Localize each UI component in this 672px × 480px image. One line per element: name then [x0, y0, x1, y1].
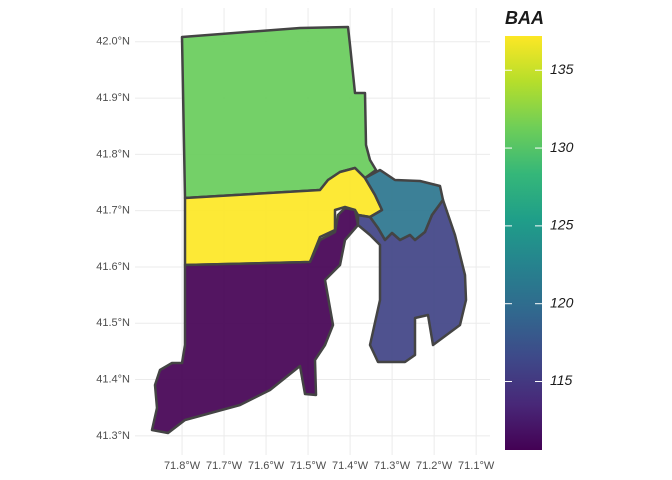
x-tick-label: 71.6°W: [248, 460, 285, 472]
colorbar: [505, 36, 542, 450]
y-tick-label: 41.6°N: [96, 261, 130, 273]
map: [150, 25, 468, 435]
y-tick-label: 41.5°N: [96, 317, 130, 329]
x-tick-label: 71.1°W: [458, 460, 495, 472]
x-tick-label: 71.3°W: [374, 460, 411, 472]
y-tick-label: 41.9°N: [96, 92, 130, 104]
legend-title: BAA: [505, 8, 544, 28]
x-tick-label: 71.2°W: [416, 460, 453, 472]
y-tick-label: 42.0°N: [96, 36, 130, 48]
region: [150, 206, 360, 435]
x-tick-label: 71.5°W: [290, 460, 327, 472]
legend-label: 135: [550, 61, 574, 77]
y-tick-label: 41.3°N: [96, 430, 130, 442]
x-tick-label: 71.7°W: [206, 460, 243, 472]
region: [356, 198, 468, 364]
legend-label: 115: [550, 372, 573, 388]
x-tick-label: 71.4°W: [332, 460, 369, 472]
legend-label: 125: [550, 217, 574, 233]
legend-label: 120: [550, 294, 574, 310]
y-tick-label: 41.7°N: [96, 205, 130, 217]
y-tick-label: 41.4°N: [96, 373, 130, 385]
y-tick-label: 41.8°N: [96, 148, 130, 160]
legend-label: 130: [550, 139, 574, 155]
x-tick-label: 71.8°W: [164, 460, 201, 472]
